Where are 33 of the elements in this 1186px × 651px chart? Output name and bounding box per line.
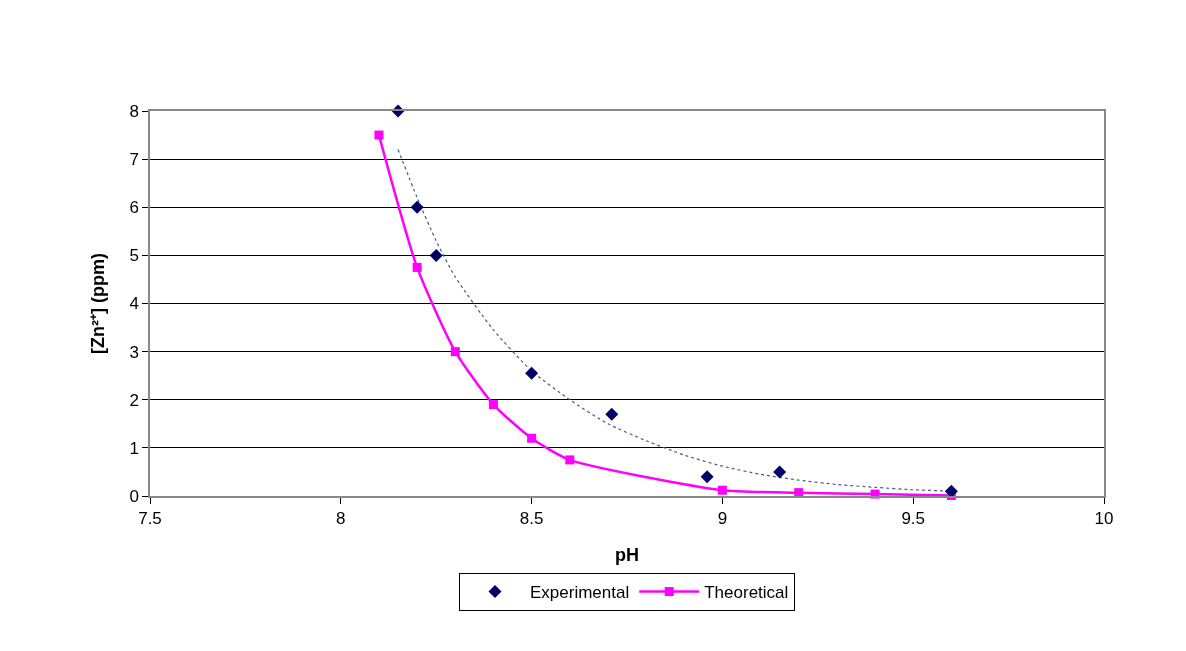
point xyxy=(717,485,727,495)
y-tick-label: 1 xyxy=(129,438,139,458)
x-tick-label: 10 xyxy=(1094,509,1114,529)
y-tick-label: 4 xyxy=(129,294,139,314)
y-tick-label: 6 xyxy=(129,198,139,218)
point xyxy=(450,347,460,357)
y-tick-label: 2 xyxy=(129,390,139,410)
y-tick-label: 8 xyxy=(129,101,139,121)
point xyxy=(565,455,575,465)
point xyxy=(410,200,424,214)
y-axis-title: [Zn²⁺] (ppm) xyxy=(88,253,109,354)
legend-label: Experimental xyxy=(530,583,630,603)
x-tick-label: 7.5 xyxy=(138,509,162,529)
x-axis-title: pH xyxy=(615,544,639,565)
point xyxy=(527,433,537,443)
x-tick-label: 9 xyxy=(717,509,728,529)
y-tick-label: 5 xyxy=(129,246,139,266)
legend-label: Theoretical xyxy=(704,583,789,603)
x-tick-label: 8.5 xyxy=(519,509,544,529)
point xyxy=(429,248,443,262)
point xyxy=(605,407,619,421)
point xyxy=(488,400,498,410)
y-tick-label: 0 xyxy=(129,486,139,506)
point xyxy=(525,366,539,380)
point xyxy=(374,130,384,140)
y-tick-label: 3 xyxy=(129,342,139,362)
x-tick-label: 8 xyxy=(336,509,346,529)
x-tick-label: 9.5 xyxy=(901,509,926,529)
point xyxy=(700,470,714,484)
point xyxy=(944,484,958,498)
y-tick-label: 7 xyxy=(129,150,139,170)
point xyxy=(773,465,787,479)
point xyxy=(412,262,422,272)
